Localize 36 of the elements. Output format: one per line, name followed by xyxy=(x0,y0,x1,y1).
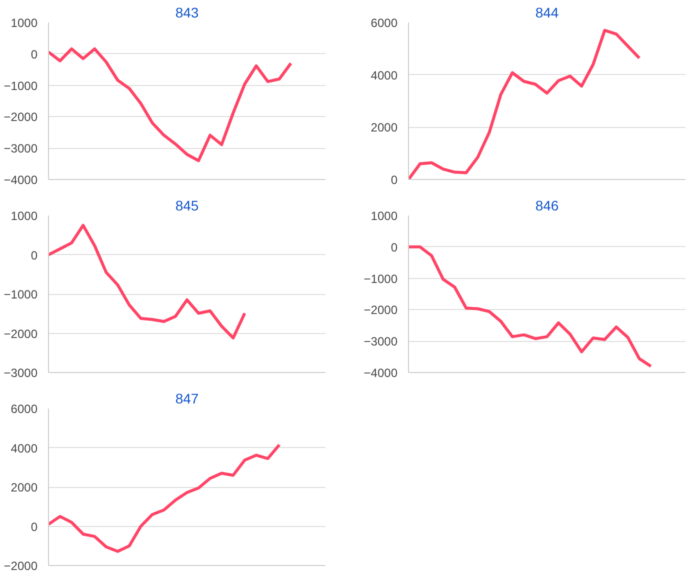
line-series xyxy=(48,47,292,162)
y-tick-label: −2000 xyxy=(4,110,38,124)
chart-title: 846 xyxy=(535,198,559,214)
y-tick-label: 6000 xyxy=(370,16,398,30)
line-series xyxy=(48,224,246,340)
y-tick-label: 1000 xyxy=(10,209,38,223)
y-tick-label: 6000 xyxy=(10,402,38,416)
line-series xyxy=(408,28,641,180)
y-tick-label: 2000 xyxy=(370,120,398,135)
chart-title: 847 xyxy=(175,390,199,406)
y-tick-label: 1000 xyxy=(370,209,398,223)
y-tick-label: −2000 xyxy=(4,326,38,341)
y-tick-label: 1000 xyxy=(10,16,38,30)
y-tick-label: −4000 xyxy=(364,366,398,380)
line-series xyxy=(48,443,281,553)
chart-title: 844 xyxy=(535,4,559,20)
y-tick-label: −4000 xyxy=(4,173,38,187)
y-tick-label: 0 xyxy=(30,520,38,534)
y-tick-label: 0 xyxy=(30,248,38,262)
y-tick-label: 4000 xyxy=(10,441,38,456)
y-tick-label: −2000 xyxy=(4,559,38,573)
y-tick-label: 0 xyxy=(390,240,398,254)
y-tick-label: 4000 xyxy=(370,68,398,82)
y-tick-label: −1000 xyxy=(4,78,38,93)
y-tick-label: −3000 xyxy=(4,366,38,380)
y-tick-label: −1000 xyxy=(4,288,38,302)
y-tick-label: −2000 xyxy=(364,303,398,318)
chart-title: 845 xyxy=(175,198,199,214)
y-tick-label: 0 xyxy=(30,47,38,62)
line-series xyxy=(408,245,652,368)
chart-title: 843 xyxy=(175,4,199,20)
y-tick-label: −3000 xyxy=(364,334,398,349)
y-tick-label: 0 xyxy=(390,173,398,187)
y-tick-label: −3000 xyxy=(4,142,38,156)
y-tick-label: −1000 xyxy=(364,272,398,286)
y-tick-label: 2000 xyxy=(10,480,38,494)
